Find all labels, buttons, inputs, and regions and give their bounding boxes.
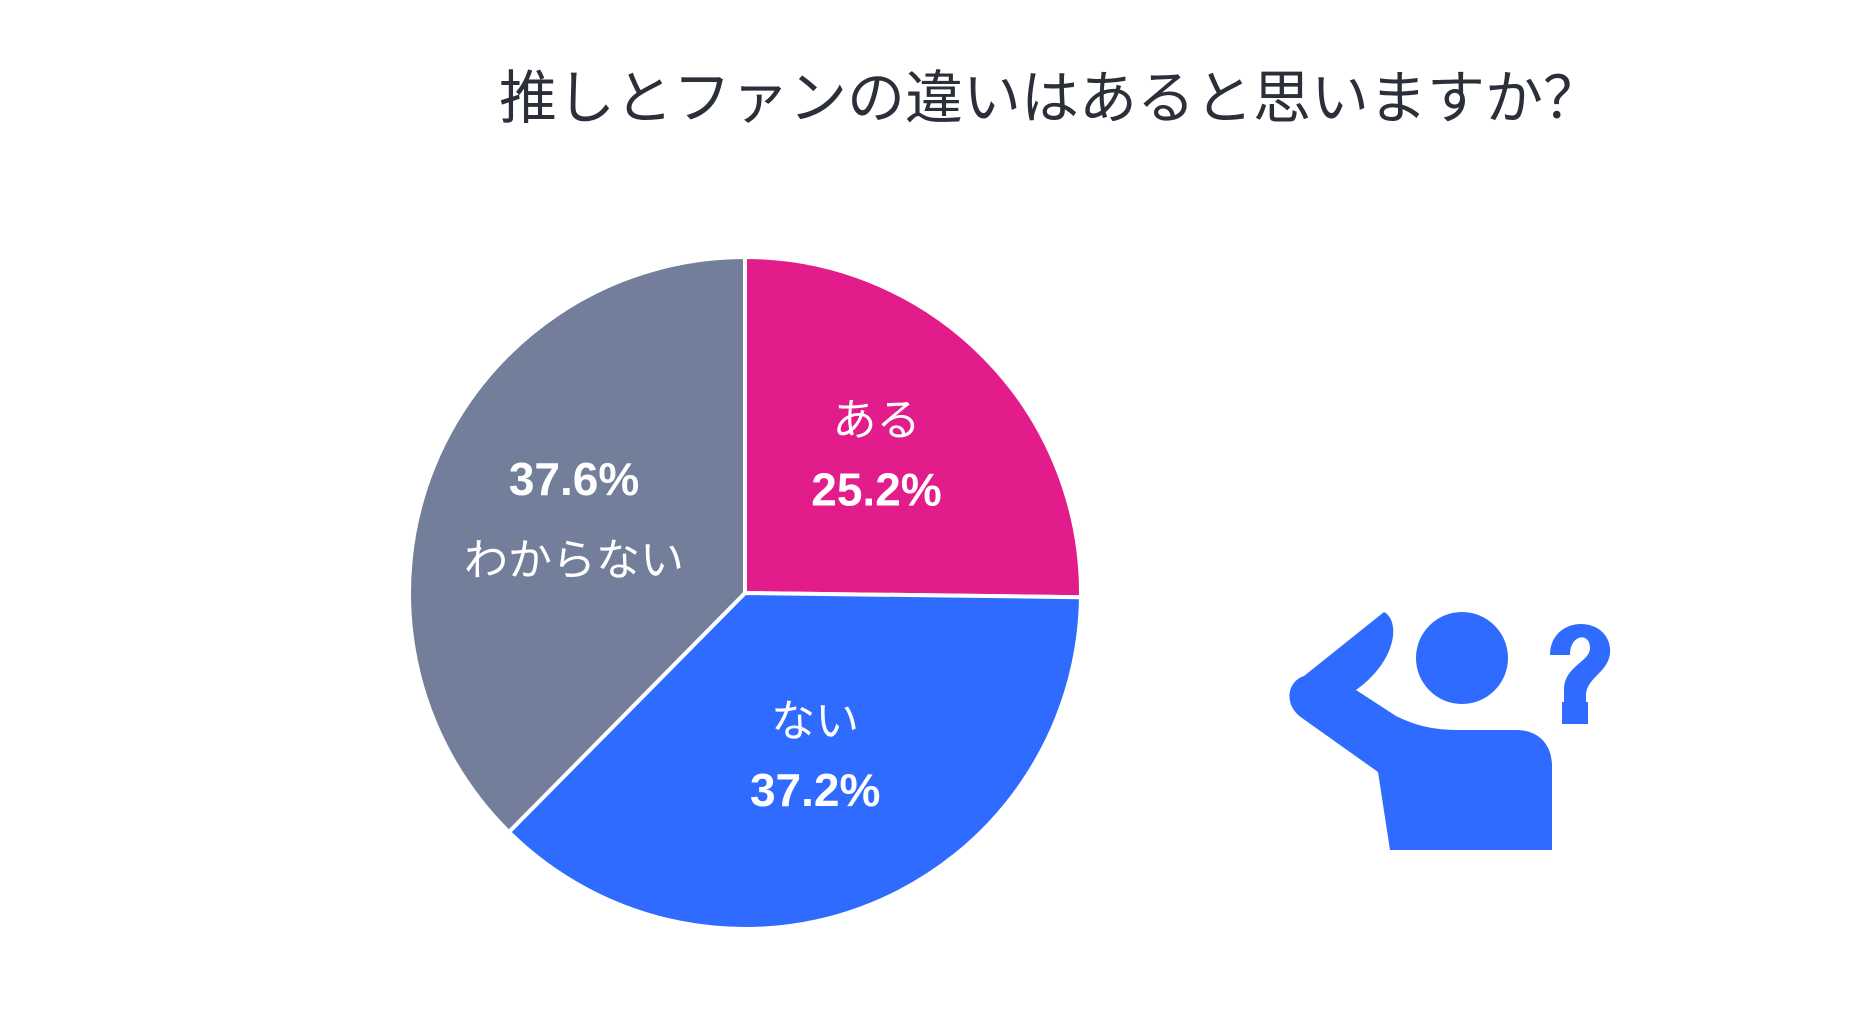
slice-value-label: 37.2%: [750, 764, 880, 816]
slice-category: ない: [771, 696, 859, 747]
slice-category: ある: [832, 395, 920, 446]
slice-value-label: 25.2%: [811, 463, 941, 515]
icon-person: [1289, 612, 1611, 850]
pie-slice: [506, 590, 1083, 931]
pie-slice: [743, 254, 1083, 600]
icon-body: [1289, 612, 1552, 850]
icon-head: [1416, 612, 1508, 704]
pie-slice: [407, 254, 747, 835]
icon-question-dot: [1562, 702, 1588, 724]
slice-value-label: 37.6%: [509, 453, 639, 505]
icon-question-mark: [1550, 624, 1611, 702]
chart-title: 推しとファンの違いはあると思いますか？: [499, 64, 1601, 132]
slice-category: わからない: [464, 535, 684, 586]
